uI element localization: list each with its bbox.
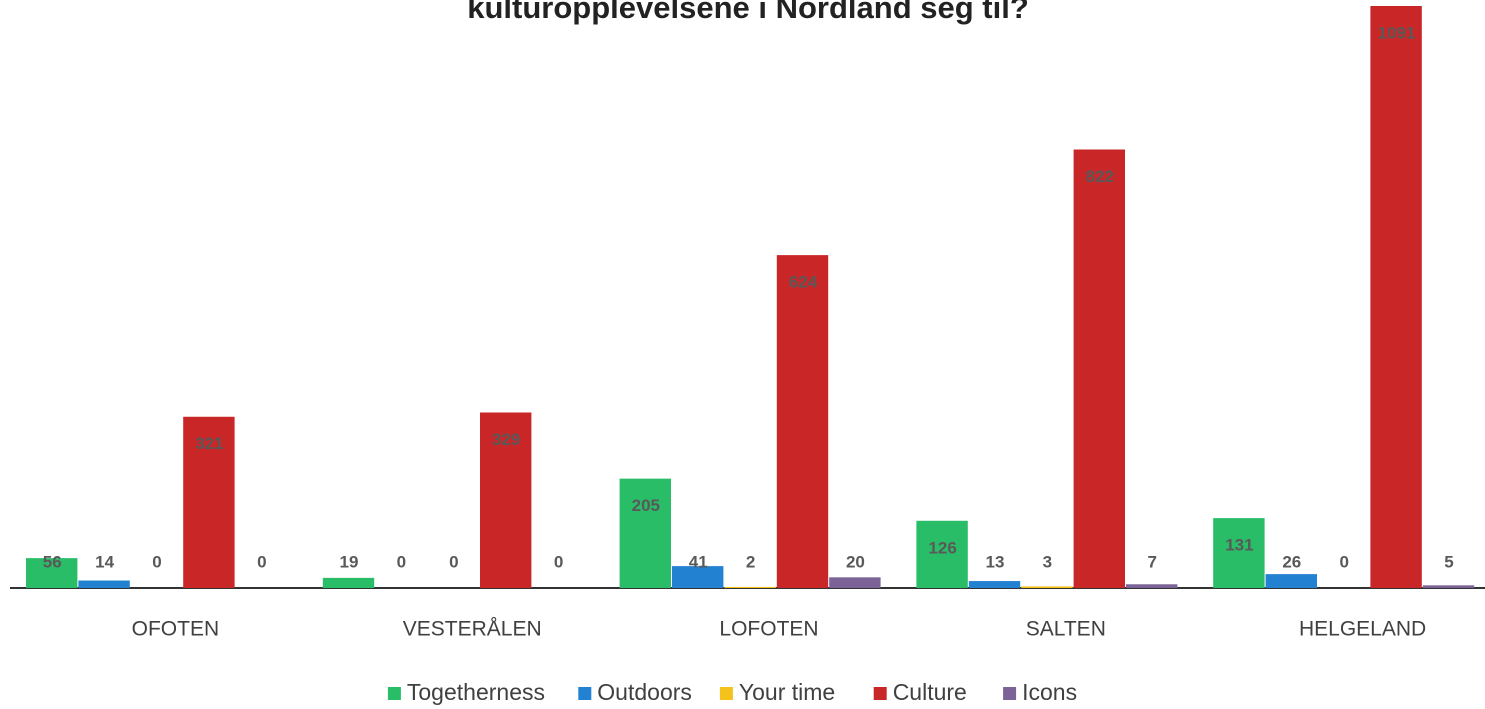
data-label: 7 bbox=[1147, 552, 1156, 571]
bar bbox=[968, 581, 1021, 588]
bar bbox=[1422, 585, 1475, 588]
data-label: 13 bbox=[986, 552, 1005, 571]
data-label: 0 bbox=[257, 552, 266, 571]
bar bbox=[1021, 586, 1073, 588]
data-label: 624 bbox=[789, 273, 818, 292]
data-label: 0 bbox=[397, 552, 406, 571]
data-label: 1091 bbox=[1378, 23, 1416, 42]
data-label: 3 bbox=[1043, 552, 1052, 571]
x-tick-label: OFOTEN bbox=[132, 618, 220, 641]
bar bbox=[183, 416, 235, 588]
bar bbox=[1126, 584, 1178, 588]
x-tick-label: SALTEN bbox=[1026, 618, 1106, 641]
data-label: 20 bbox=[846, 552, 865, 571]
legend-label: Icons bbox=[1022, 679, 1077, 705]
bar bbox=[776, 255, 829, 589]
data-label: 321 bbox=[195, 434, 223, 453]
data-label: 0 bbox=[554, 552, 563, 571]
bar bbox=[322, 577, 375, 588]
data-label: 0 bbox=[449, 552, 458, 571]
legend-swatch bbox=[578, 687, 592, 700]
data-label: 19 bbox=[340, 552, 359, 571]
bar bbox=[1265, 574, 1317, 588]
bar bbox=[480, 412, 532, 588]
data-label: 329 bbox=[492, 430, 520, 449]
x-tick-label: HELGELAND bbox=[1299, 618, 1426, 641]
legend-swatch bbox=[873, 687, 887, 700]
data-label: 0 bbox=[1339, 552, 1348, 571]
data-label: 131 bbox=[1225, 536, 1253, 555]
x-tick-label: LOFOTEN bbox=[719, 618, 818, 641]
data-label: 26 bbox=[1282, 552, 1301, 571]
data-label: 41 bbox=[689, 552, 708, 571]
bar bbox=[1213, 518, 1265, 588]
data-label: 822 bbox=[1086, 167, 1114, 186]
data-label: 56 bbox=[43, 552, 62, 571]
chart-title: kulturopplevelsene i Nordland seg til? bbox=[467, 0, 1029, 25]
bar bbox=[26, 558, 78, 588]
bar bbox=[829, 577, 881, 588]
legend-label: Outdoors bbox=[597, 679, 692, 705]
bar bbox=[1073, 149, 1125, 588]
legend-label: Culture bbox=[893, 679, 967, 705]
data-label: 2 bbox=[746, 552, 755, 571]
legend-swatch bbox=[719, 687, 733, 700]
bar bbox=[916, 520, 968, 588]
bar bbox=[724, 586, 776, 588]
legend-swatch bbox=[387, 687, 401, 700]
data-label: 126 bbox=[928, 538, 956, 557]
legend-swatch bbox=[1003, 687, 1017, 700]
bar bbox=[1370, 6, 1422, 588]
x-tick-label: VESTERÅLEN bbox=[403, 618, 542, 641]
data-label: 14 bbox=[95, 552, 114, 571]
legend-label: Togetherness bbox=[407, 679, 545, 705]
data-label: 0 bbox=[152, 552, 161, 571]
data-label: 5 bbox=[1444, 552, 1453, 571]
bar bbox=[619, 478, 671, 588]
legend-label: Your time bbox=[739, 679, 835, 705]
bar bbox=[78, 580, 130, 588]
bar bbox=[672, 566, 724, 588]
data-label: 205 bbox=[632, 496, 660, 515]
